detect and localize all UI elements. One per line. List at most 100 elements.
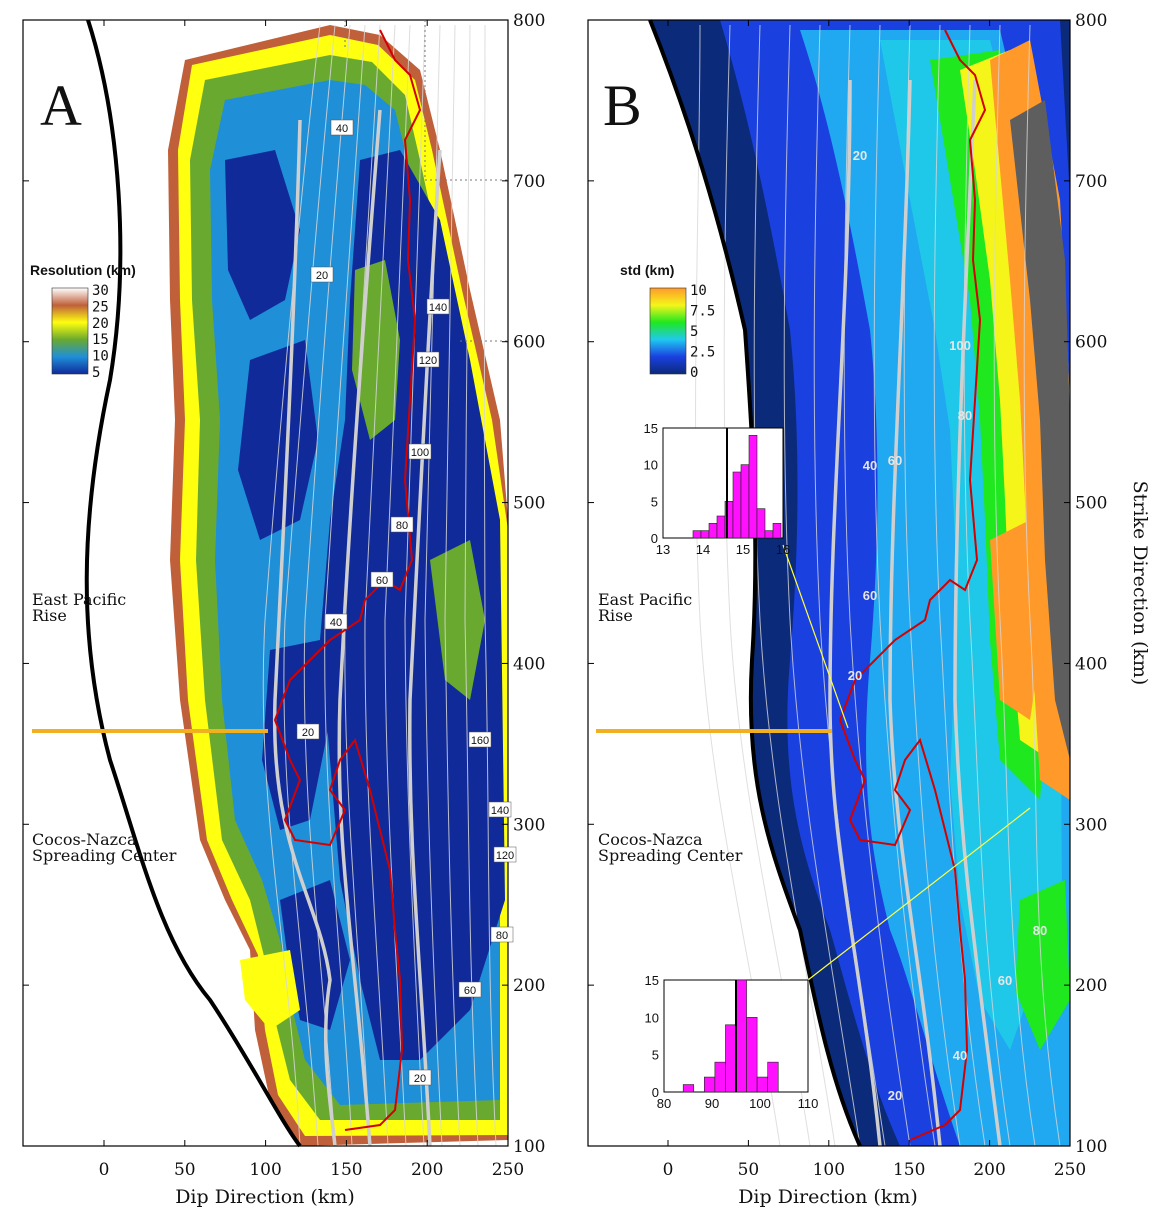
contour-label-box	[324, 613, 348, 630]
label-spreading-center-b: Spreading Center	[598, 846, 743, 865]
legend-tick-label: 5	[92, 365, 100, 381]
x-axis-a: 0 50 100 150 200 250	[99, 20, 524, 1180]
legend-colorbar-a	[51, 287, 89, 375]
y-tick-label: 800	[513, 11, 545, 31]
histogram-x-tick: 100	[749, 1096, 771, 1111]
std-map	[650, 20, 1070, 1146]
contour-label-box	[426, 298, 450, 315]
trench-b	[648, 19, 862, 1147]
x-axis-b: 0 50 100 150 200 250	[663, 20, 1086, 1180]
histogram-bar	[692, 530, 702, 539]
trench-a	[84, 19, 302, 1148]
label-spreading-center-a: Spreading Center	[32, 846, 177, 865]
contour-label-box	[330, 119, 354, 136]
contour-label: 80	[396, 520, 408, 532]
histogram-x-tick: 110	[798, 1096, 819, 1111]
contour-label-box	[468, 731, 492, 748]
histogram-bar	[772, 523, 782, 539]
y-tick-label: 600	[513, 333, 545, 353]
label-east-pacific-a: East Pacific	[32, 590, 126, 609]
label-rise-a: Rise	[32, 606, 67, 625]
x-tick-label: 250	[492, 1160, 524, 1180]
contour-label: 100	[411, 447, 429, 459]
y-tick-label: 300	[1075, 815, 1107, 835]
contour-label-box	[370, 571, 394, 588]
y-tick-label: 500	[1075, 494, 1107, 514]
panel-letter-b: B	[603, 73, 642, 138]
histogram-y-tick: 0	[651, 531, 658, 546]
legend-b: std (km) 10 7.5 5 2.5 0	[620, 262, 715, 381]
panel-letter-a: A	[40, 73, 82, 138]
histogram-bar	[716, 515, 726, 539]
contour-label: 120	[496, 850, 514, 862]
x-tick-label: 150	[330, 1160, 362, 1180]
pointer-line-bottom	[807, 807, 1031, 981]
contour-label-box	[390, 516, 414, 533]
histogram-y-tick: 5	[652, 1048, 659, 1063]
x-tick-label: 0	[663, 1160, 674, 1180]
legend-tick-label: 25	[92, 299, 109, 315]
legend-colorbar-b	[649, 287, 687, 375]
histogram-bottom: 80 90 100 110 15 10 5 0	[645, 973, 819, 1111]
histogram-x-tick: 15	[736, 542, 750, 557]
label-rise-b: Rise	[598, 606, 633, 625]
histogram-bar	[764, 530, 774, 539]
x-tick-label: 50	[738, 1160, 760, 1180]
histogram-x-tick: 14	[696, 542, 710, 557]
x-tick-label: 150	[893, 1160, 925, 1180]
contour-label: 80	[496, 930, 508, 942]
contour-label: 120	[419, 355, 437, 367]
histogram-x-tick: 90	[705, 1096, 719, 1111]
histogram-bar	[756, 1076, 768, 1093]
panel-b: B std (km) 107.552.50 East Pacific Rise …	[587, 11, 1151, 1208]
coastline-b	[838, 29, 987, 1141]
contour-label-box	[310, 266, 334, 283]
histogram-top: 13 14 15 16 15 10 5 0	[644, 421, 791, 557]
histogram-y-tick: 15	[645, 973, 659, 988]
resolution-map	[168, 24, 508, 1146]
legend-tick-label: 5	[690, 324, 698, 340]
contour-label: 140	[491, 805, 509, 817]
contour-label: 20	[853, 148, 867, 163]
y-axis-title: Strike Direction (km)	[1129, 481, 1151, 686]
contour-label: 60	[376, 575, 388, 587]
y-axis-a: 800 700 600 500 400 300 200 100	[23, 11, 545, 1157]
histogram-bar	[704, 1076, 716, 1093]
x-tick-label: 100	[813, 1160, 845, 1180]
histogram-y-tick: 10	[644, 458, 658, 473]
legend-tick-label: 0	[690, 365, 698, 381]
x-tick-label: 200	[973, 1160, 1005, 1180]
y-tick-label: 200	[1075, 976, 1107, 996]
contour-label-box	[416, 351, 440, 368]
histogram-bar	[700, 530, 710, 539]
contour-label: 40	[336, 123, 348, 135]
x-tick-label: 0	[99, 1160, 110, 1180]
y-tick-label: 100	[513, 1137, 545, 1157]
contour-label: 60	[888, 453, 902, 468]
pointer-line-top	[782, 544, 849, 729]
contour-label: 20	[888, 1088, 902, 1103]
histogram-x-tick: 80	[657, 1096, 671, 1111]
contour-label: 140	[429, 302, 447, 314]
x-tick-label: 50	[174, 1160, 196, 1180]
y-tick-label: 200	[513, 976, 545, 996]
x-tick-label: 100	[249, 1160, 281, 1180]
x-tick-label: 200	[411, 1160, 443, 1180]
y-tick-label: 700	[1075, 172, 1107, 192]
contour-labels-a: 40 20 140 120 100 80 60 40 20 160 140 120 80 60 20	[296, 119, 517, 1086]
histogram-bar	[725, 1024, 737, 1093]
y-tick-label: 300	[513, 815, 545, 835]
contour-label: 60	[464, 985, 476, 997]
contour-label: 40	[330, 617, 342, 629]
contour-label: 60	[998, 973, 1012, 988]
legend-ticks-b: 10 7.5 5 2.5 0	[690, 283, 715, 381]
histogram-bar	[735, 979, 747, 1093]
contour-label: 20	[848, 668, 862, 683]
contour-label: 100	[949, 338, 971, 353]
histogram-x-tick: 13	[656, 542, 670, 557]
histogram-bar	[732, 471, 742, 539]
histogram-bar	[708, 523, 718, 539]
histogram-bar	[714, 1061, 726, 1093]
